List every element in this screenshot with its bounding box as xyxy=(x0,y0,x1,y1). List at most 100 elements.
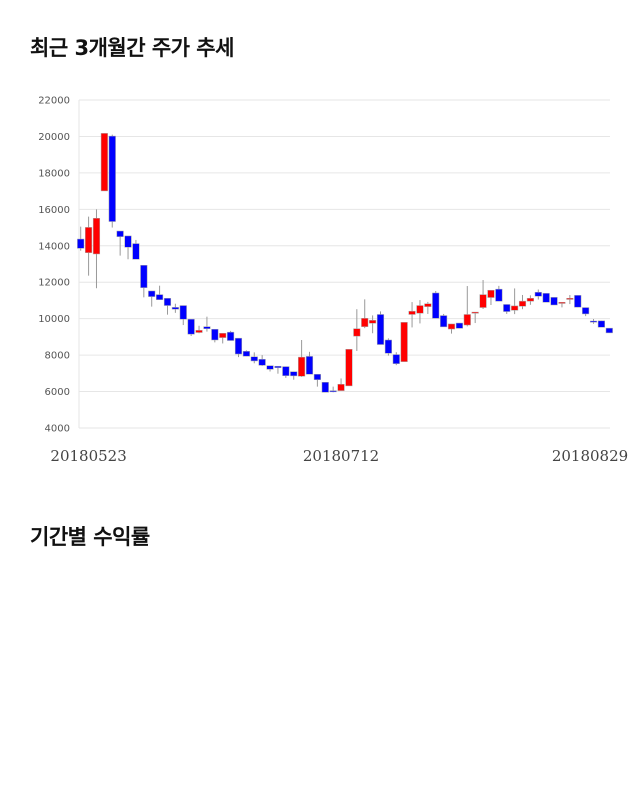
candle-body xyxy=(605,327,613,334)
x-tick-label: 20180829 xyxy=(552,447,628,465)
candle xyxy=(589,319,598,324)
x-tick-label: 6개월 xyxy=(455,766,500,787)
candle xyxy=(234,337,243,358)
candle-body xyxy=(479,294,487,308)
y-tick-label: 20000 xyxy=(38,132,70,143)
candle-body xyxy=(534,291,542,297)
candle xyxy=(132,239,140,260)
candle xyxy=(321,382,329,393)
candle-body xyxy=(408,310,416,315)
candle xyxy=(479,280,487,310)
candle-body xyxy=(203,326,211,329)
candle-body xyxy=(329,390,337,393)
y-tick-label: 14000 xyxy=(38,241,70,252)
candle xyxy=(408,302,416,328)
candle xyxy=(156,285,164,300)
candle xyxy=(250,352,258,364)
candle-body xyxy=(92,218,101,255)
y-tick-label: 6000 xyxy=(45,387,70,398)
candle xyxy=(511,288,519,315)
candle-body xyxy=(416,305,424,314)
candle-body xyxy=(495,288,503,302)
candle xyxy=(290,371,298,380)
candle-body xyxy=(447,323,456,330)
candle-body xyxy=(242,351,250,357)
candle-body xyxy=(526,298,534,302)
candle xyxy=(203,316,211,332)
candle-body xyxy=(298,356,306,377)
candle-body xyxy=(171,307,179,310)
x-tick-label: 1년 xyxy=(540,766,568,787)
candle-body xyxy=(321,382,329,393)
candle-body xyxy=(440,315,448,328)
candle xyxy=(455,322,463,329)
candle xyxy=(400,322,408,362)
candle xyxy=(534,289,542,300)
candle-body xyxy=(353,328,361,337)
candle xyxy=(361,299,369,329)
y-tick-label: 4000 xyxy=(45,424,70,435)
candle xyxy=(187,318,195,336)
candle-body xyxy=(274,365,282,368)
candle xyxy=(384,338,392,356)
candle xyxy=(140,265,148,298)
candle-body xyxy=(282,366,290,376)
candle-body xyxy=(518,300,527,307)
candle xyxy=(392,352,400,366)
return-bar xyxy=(373,701,428,715)
y-tick-label: 10000 xyxy=(38,314,70,325)
candle xyxy=(487,289,495,305)
candle-body xyxy=(187,318,195,335)
return-bar xyxy=(450,676,505,703)
candle-body xyxy=(156,294,164,300)
candle-body xyxy=(305,356,314,375)
candle-body xyxy=(116,230,124,237)
candle xyxy=(242,350,250,357)
candle xyxy=(211,328,219,343)
y-tick-label: 12000 xyxy=(38,278,70,289)
candle-body xyxy=(550,297,558,306)
candle xyxy=(353,309,361,351)
candle-body xyxy=(258,359,266,366)
candle xyxy=(574,295,582,308)
candle-body xyxy=(211,328,219,341)
candle xyxy=(124,235,132,260)
y-axis-label: 수익률(%) xyxy=(35,635,57,720)
candle-body xyxy=(227,331,235,341)
candle xyxy=(108,134,116,228)
candle xyxy=(558,302,566,308)
candle-body xyxy=(132,243,140,260)
x-tick-label: 20180712 xyxy=(303,447,379,465)
candle-body xyxy=(558,302,566,304)
candle xyxy=(518,294,527,310)
candle xyxy=(432,290,440,319)
candle xyxy=(337,378,345,391)
candle xyxy=(495,285,503,302)
y-tick-label: 0 xyxy=(109,693,120,714)
candle-body xyxy=(195,330,203,333)
x-tick-label: 3개월 xyxy=(378,766,423,787)
candle xyxy=(148,290,156,307)
candle xyxy=(298,339,306,377)
candle xyxy=(171,303,179,313)
candle-body xyxy=(77,238,85,249)
candle xyxy=(313,373,321,387)
candle-body xyxy=(542,293,550,303)
candle-body xyxy=(455,322,463,329)
candle-body xyxy=(463,314,471,326)
x-tick-label: 1주일 xyxy=(223,766,268,787)
candle xyxy=(550,297,558,306)
candle-body xyxy=(179,305,187,320)
candle xyxy=(416,300,424,324)
candle-body xyxy=(361,318,369,327)
x-tick-label: 1일 xyxy=(155,766,183,787)
candle xyxy=(503,304,511,314)
candle-body xyxy=(140,265,148,288)
candle-body xyxy=(337,384,345,391)
candle xyxy=(116,230,124,256)
candle-body xyxy=(85,227,93,253)
candle xyxy=(258,355,266,367)
candle xyxy=(179,305,187,326)
candle-body xyxy=(582,307,590,315)
candlestick-chart: 22000 20000 18000 16000 14000 12000 10000 8000 6… xyxy=(38,96,628,466)
